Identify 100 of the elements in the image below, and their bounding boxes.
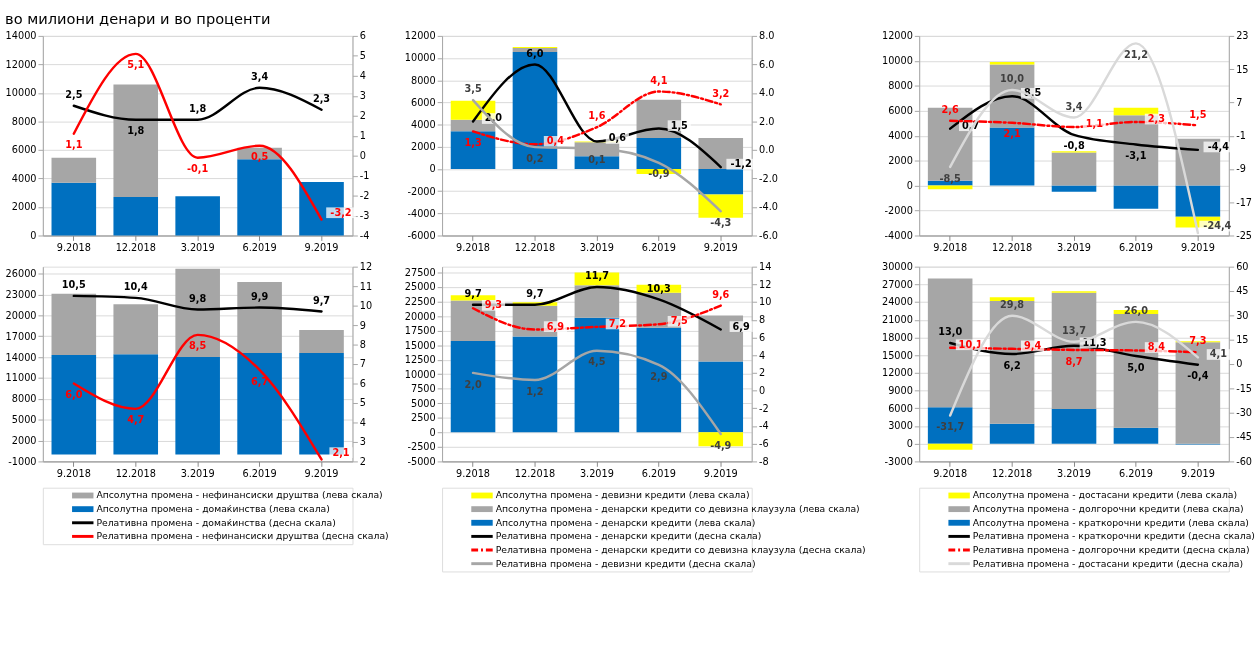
y-tick-label: 4000 bbox=[888, 130, 913, 142]
data-label: 1,8 bbox=[189, 102, 207, 114]
data-label: -3,1 bbox=[1125, 150, 1147, 162]
y-tick-label: 27000 bbox=[881, 278, 913, 290]
x-tick-label: 9.2018 bbox=[456, 241, 491, 253]
y2-tick-label: 15 bbox=[1236, 334, 1249, 346]
y2-tick-label: 4.0 bbox=[759, 87, 775, 99]
y-tick-label: -2000 bbox=[407, 185, 436, 197]
data-label: 4,1 bbox=[1209, 348, 1228, 360]
y2-tick-label: 0 bbox=[759, 385, 766, 397]
y-tick-label: 10000 bbox=[5, 87, 37, 99]
x-tick-label: 3.2019 bbox=[180, 241, 215, 253]
legend-label: Релативна промена - достасани кредити (десна скала) bbox=[972, 557, 1244, 569]
y-tick-label: 0 bbox=[30, 229, 37, 241]
y-tick-label: 12000 bbox=[5, 58, 37, 70]
legend-label: Релативна промена - девизни кредити (десна скала) bbox=[495, 557, 756, 569]
y2-tick-label: 2 bbox=[359, 110, 366, 122]
data-label: 2,1 bbox=[332, 446, 350, 458]
y2-tick-label: 14 bbox=[759, 261, 772, 273]
y-tick-label: 27500 bbox=[404, 266, 436, 278]
legend-label: Релативна промена - долгорочни кредити (десна скала) bbox=[972, 543, 1250, 555]
legend-label: Апсолутна промена - нефинансиски друштва (лева скала) bbox=[96, 489, 383, 501]
y-tick-label: -6000 bbox=[407, 229, 436, 241]
data-label: 1,1 bbox=[1085, 117, 1104, 129]
y-tick-label: 0 bbox=[906, 438, 913, 450]
y-tick-label: 23000 bbox=[5, 288, 37, 300]
y2-tick-label: -1 bbox=[359, 170, 370, 182]
data-label: 5,0 bbox=[1127, 361, 1145, 373]
x-tick-label: 3.2019 bbox=[579, 467, 614, 479]
legend-label: Релативна промена - домаќинства (десна скала) bbox=[96, 516, 336, 528]
data-label: 3,5 bbox=[464, 83, 482, 95]
x-tick-label: 9.2019 bbox=[1180, 467, 1215, 479]
y-tick-label: 6000 bbox=[888, 105, 913, 117]
legend-label: Релативна промена - денарски кредити со девизна клаузула (десна скала) bbox=[495, 543, 866, 555]
x-tick-label: 12.2018 bbox=[991, 467, 1033, 479]
y2-tick-label: 45 bbox=[1236, 285, 1249, 297]
data-label: 9,8 bbox=[189, 292, 207, 304]
legend-label: Апсолутна промена - девизни кредити (лева скала) bbox=[495, 489, 750, 501]
legend-label: Релативна промена - нефинансиски друштва (десна скала) bbox=[96, 530, 389, 542]
data-label: 1,5 bbox=[1189, 108, 1207, 120]
y-tick-label: -3000 bbox=[884, 455, 913, 467]
y-tick-label: -1000 bbox=[8, 455, 37, 467]
data-label: -0,8 bbox=[1063, 140, 1085, 152]
data-label: -0,4 bbox=[1187, 370, 1209, 382]
data-label: 4,7 bbox=[127, 414, 145, 426]
data-label: 10,3 bbox=[646, 282, 671, 294]
y-tick-label: 0 bbox=[429, 426, 436, 438]
y-tick-label: 2000 bbox=[411, 141, 436, 153]
y-tick-label: 15000 bbox=[881, 349, 913, 361]
y-tick-label: 10000 bbox=[881, 55, 913, 67]
y-tick-label: 30000 bbox=[881, 261, 913, 273]
y2-tick-label: 23 bbox=[1236, 30, 1249, 42]
y2-tick-label: 0 bbox=[359, 150, 366, 162]
y-tick-label: -5000 bbox=[407, 455, 436, 467]
data-label: 11,7 bbox=[584, 270, 609, 282]
legend-label: Апсолутна промена - долгорочни кредити (лева скала) bbox=[972, 503, 1244, 515]
x-tick-label: 9.2018 bbox=[933, 241, 968, 253]
x-tick-label: 6.2019 bbox=[641, 241, 676, 253]
y-tick-label: 4000 bbox=[11, 172, 37, 184]
y2-tick-label: 1 bbox=[359, 130, 366, 142]
y-tick-label: 10000 bbox=[404, 368, 436, 380]
x-tick-label: 12.2018 bbox=[514, 241, 556, 253]
data-label: 1,2 bbox=[526, 385, 544, 397]
y2-tick-label: 10 bbox=[359, 300, 373, 312]
y-tick-label: 2000 bbox=[888, 155, 913, 167]
y2-tick-label: 5 bbox=[359, 397, 366, 409]
y-tick-label: -2000 bbox=[884, 204, 913, 216]
legend-label: Релативна промена - денарски кредити (десна скала) bbox=[495, 530, 762, 542]
y-tick-label: 18000 bbox=[881, 331, 913, 343]
y-tick-label: 6000 bbox=[411, 96, 436, 108]
y-tick-label: 8000 bbox=[888, 80, 913, 92]
data-label: 6,9 bbox=[546, 320, 565, 332]
y-tick-label: 14000 bbox=[5, 351, 37, 363]
data-label: -0,1 bbox=[187, 163, 209, 175]
x-tick-label: 6.2019 bbox=[641, 467, 676, 479]
x-tick-label: 9.2019 bbox=[703, 467, 738, 479]
data-label: 7,2 bbox=[608, 317, 626, 329]
y2-tick-label: 4 bbox=[359, 416, 366, 428]
data-label: 13,7 bbox=[1062, 325, 1087, 337]
y-tick-label: 2500 bbox=[411, 412, 436, 424]
data-label: 6,2 bbox=[1003, 359, 1021, 371]
y-tick-label: 24000 bbox=[881, 296, 913, 308]
data-label: 13,0 bbox=[938, 326, 963, 338]
data-label: 2,9 bbox=[650, 370, 668, 382]
data-label: 0,2 bbox=[526, 152, 544, 164]
y-tick-label: 8000 bbox=[11, 115, 37, 127]
y2-tick-label: -8 bbox=[759, 455, 769, 467]
data-label: 3,4 bbox=[1065, 100, 1083, 112]
data-label: 2,3 bbox=[1147, 112, 1166, 124]
data-label: 2,3 bbox=[312, 92, 331, 104]
y2-tick-label: -9 bbox=[1236, 163, 1246, 175]
y-tick-label: 17500 bbox=[404, 325, 436, 337]
y2-tick-label: 6 bbox=[759, 331, 766, 343]
y2-tick-label: -45 bbox=[1236, 431, 1253, 443]
data-label: -3,2 bbox=[330, 206, 352, 218]
x-tick-label: 6.2019 bbox=[1118, 467, 1153, 479]
data-label: 1,1 bbox=[65, 139, 83, 151]
y-tick-label: 7500 bbox=[411, 383, 436, 395]
y-tick-label: -4000 bbox=[884, 229, 913, 241]
y2-tick-label: -6.0 bbox=[759, 229, 778, 241]
